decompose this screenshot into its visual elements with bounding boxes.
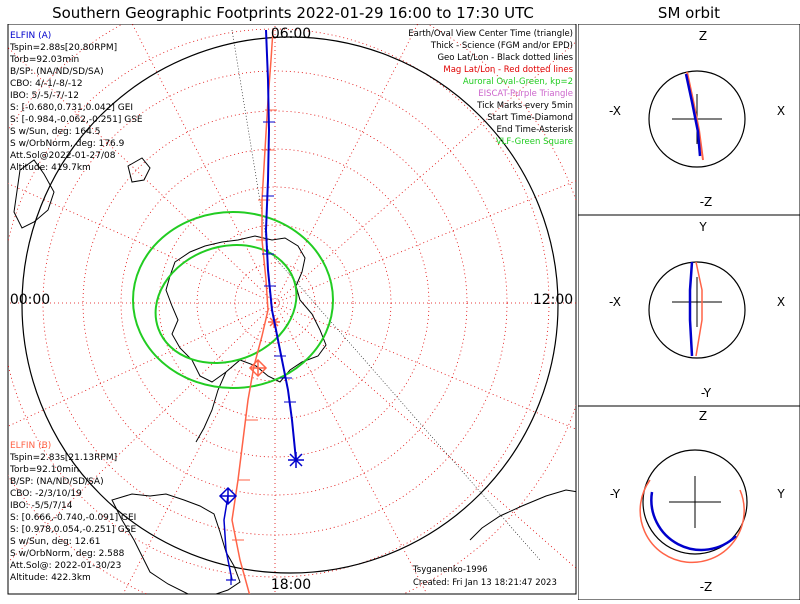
elfin-a-line: Torb=92.03min — [9, 55, 79, 65]
map-frame — [7, 23, 577, 595]
time-label-top: 06:00 — [271, 26, 311, 42]
legend-item: Start Time-Diamond — [487, 113, 573, 123]
australia-coastline — [13, 159, 55, 229]
legend-item: EISCAT-Purple Triangle — [478, 89, 573, 99]
axis-label-bottom: -Z — [700, 580, 713, 594]
elfin-b-line: Tspin=2.83s[21.13RPM] — [9, 453, 117, 463]
legend-item: Tick Marks every 5min — [476, 101, 573, 111]
sm-track-a — [650, 491, 737, 552]
sm-panel-yz: Z -Z -Y Y — [577, 405, 800, 601]
elfin-a-small-asterisk — [226, 575, 236, 585]
created-label: Created: Fri Jan 13 18:21:47 2023 — [413, 578, 557, 588]
elfin-a-line: S w/Sun, deg: 164.5 — [10, 127, 100, 137]
axis-label-left: -Y — [610, 487, 621, 501]
sm-orbit-panel: Z -Z -X X Y -Y -X X Z -Z -Y Y — [577, 23, 800, 601]
sm-panel-xy: Y -Y -X X — [577, 214, 800, 407]
axis-label-top: Z — [699, 409, 707, 423]
legend-item: Geo Lat/Lon - Black dotted lines — [437, 53, 573, 63]
legend-item: Auroral Oval-Green, kp=2 — [463, 77, 573, 87]
auroral-oval — [132, 211, 334, 389]
axis-label-bottom: -Y — [701, 386, 712, 400]
sm-track-a — [688, 261, 694, 357]
south-america-coastline — [111, 493, 241, 594]
sm-earth-circle — [642, 449, 748, 555]
legend-item: VLF-Green Square — [496, 137, 573, 147]
sm-track-a — [684, 73, 702, 157]
legend-item: Thick - Science (FGM and/or EPD) — [430, 41, 573, 51]
elfin-a-line: S: [-0.680,0.731,0.042] GEI — [10, 103, 133, 113]
legend-item: End Time-Asterisk — [496, 125, 573, 135]
elfin-a-line: S: [-0.984,-0.062,-0.251] GSE — [10, 115, 143, 125]
elfin-b-line: S w/OrbNorm, deg: 2.588 — [10, 549, 125, 559]
elfin-a-line: B/SP: (NA/ND/SD/SA) — [10, 67, 104, 77]
elfin-b-line: Torb=92.10min — [9, 465, 79, 475]
sm-track-b — [695, 261, 703, 357]
axis-label-top: Z — [699, 29, 707, 43]
axis-label-right: Y — [776, 487, 785, 501]
elfin-b-line: Altitude: 422.3km — [10, 573, 91, 583]
elfin-b-line: B/SP: (NA/ND/SD/SA) — [10, 477, 104, 487]
antarctic-peninsula — [195, 371, 227, 443]
legend-item: Earth/Oval View Center Time (triangle) — [408, 29, 573, 39]
legend-item: Mag Lat/Lon - Red dotted lines — [443, 65, 573, 75]
africa-coastline — [469, 489, 576, 541]
elfin-b-name: ELFIN (B) — [10, 441, 51, 451]
axis-label-left: -X — [609, 104, 621, 118]
mag-lon-lines — [8, 24, 576, 594]
elfin-a-line: Att.Sol@2022-01-27/08 — [10, 151, 116, 161]
elfin-b-line: Att.Sol@: 2022-01-30/23 — [10, 561, 121, 571]
sm-earth-circle — [648, 261, 746, 359]
elfin-a-ticks — [262, 121, 296, 403]
legend: Earth/Oval View Center Time (triangle) T… — [408, 29, 573, 147]
geo-grid-lines — [231, 29, 541, 561]
axis-label-right: X — [777, 104, 785, 118]
page-title: Southern Geographic Footprints 2022-01-2… — [52, 4, 534, 22]
axis-label-left: -X — [609, 295, 621, 309]
elfin-b-line: S: [0.978,0.054,-0.251] GSE — [10, 525, 136, 535]
elfin-b-line: S: [0.666,-0.740,-0.091] GEI — [10, 513, 136, 523]
elfin-b-line: CBO: -2/3/10/19 — [10, 489, 82, 499]
footprint-map-panel: 06:00 00:00 12:00 18:00 ELFIN (A) Tspin=… — [0, 23, 578, 600]
elfin-a-line: CBO: 4/-1/-8/-12 — [10, 79, 83, 89]
elfin-a-line: S w/OrbNorm, deg: 176.9 — [10, 139, 125, 149]
axis-label-right: X — [777, 295, 785, 309]
elfin-a-track — [223, 29, 297, 581]
antarctica-coastline — [165, 235, 327, 383]
elfin-a-end-asterisk — [288, 452, 304, 468]
nz-coastline — [127, 157, 151, 183]
axis-label-bottom: -Z — [700, 195, 713, 209]
elfin-b-start-diamond — [248, 358, 268, 378]
elfin-a-line: Altitude: 419.7km — [10, 163, 91, 173]
elfin-b-track — [231, 29, 274, 594]
model-label: Tsyganenko-1996 — [412, 565, 488, 575]
earth-boundary — [21, 36, 559, 574]
time-label-left: 00:00 — [10, 292, 50, 308]
sm-track-b — [639, 479, 745, 564]
elfin-b-line: S w/Sun, deg: 12.61 — [10, 537, 100, 547]
elfin-a-start-diamond — [218, 486, 238, 506]
elfin-a-name: ELFIN (A) — [10, 31, 51, 41]
elfin-a-line: IBO: 5/-5/-7/-12 — [10, 91, 79, 101]
sm-earth-circle — [648, 70, 746, 168]
footprint-map-svg: 06:00 00:00 12:00 18:00 ELFIN (A) Tspin=… — [7, 23, 577, 595]
sm-orbit-title: SM orbit — [657, 4, 721, 22]
time-label-bottom: 18:00 — [271, 577, 311, 593]
sm-track-b — [686, 71, 704, 161]
elfin-b-info: ELFIN (B) Tspin=2.83s[21.13RPM] Torb=92.… — [9, 441, 136, 583]
elfin-a-line: Tspin=2.88s[20.80RPM] — [9, 43, 117, 53]
elfin-a-info: ELFIN (A) Tspin=2.88s[20.80RPM] Torb=92.… — [9, 31, 143, 173]
sm-panel-xz: Z -Z -X X — [577, 23, 800, 216]
time-label-right: 12:00 — [533, 292, 573, 308]
axis-label-top: Y — [698, 220, 707, 234]
elfin-b-line: IBO: -5/5/7/14 — [10, 501, 73, 511]
sm-orbit-svg: Z -Z -X X Y -Y -X X Z -Z -Y Y — [577, 23, 800, 601]
